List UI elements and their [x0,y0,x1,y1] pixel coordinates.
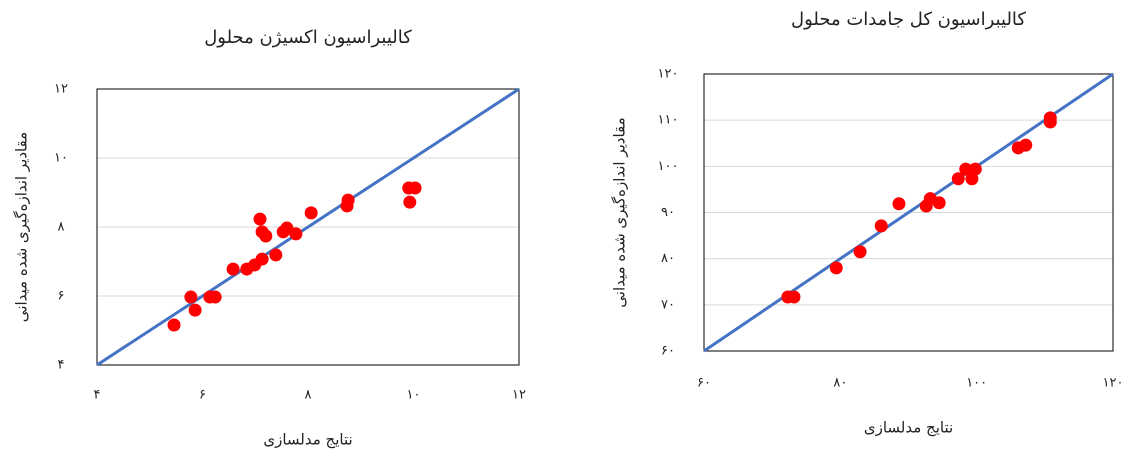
point [208,290,222,304]
y-axis-label: مقادیر اندازه‌گیری شده میدانی [611,117,629,307]
y-tick-label: ۷۰ [661,297,675,312]
x-axis-label: نتایج مدلسازی [263,431,352,449]
x-tick-label: ۱۲ [512,388,526,403]
point [951,172,965,186]
point [167,318,181,332]
point [253,212,267,226]
reference-line [96,87,520,367]
point [184,290,198,304]
y-tick-label: ۶۰ [661,344,675,359]
point [959,162,973,176]
x-tick-label: ۶۰ [697,376,711,391]
x-tick-label: ۴ [94,388,101,403]
y-tick-label: ۱۲ [54,82,68,97]
chart-title: کالیبراسیون کل جامدات محلول [791,9,1026,30]
y-tick-label: ۱۰ [54,151,68,166]
point [341,193,355,207]
point [1019,138,1033,152]
x-tick-label: ۱۰ [407,388,421,403]
x-tick-label: ۶ [199,388,206,403]
point [787,290,801,304]
x-tick-label: ۸ [305,388,312,403]
point [829,261,843,275]
point [188,303,202,317]
y-tick-label: ۹۰ [661,205,675,220]
y-tick-label: ۶ [58,289,65,304]
point [226,262,240,276]
chart: کالیبراسیون کل جامدات محلول ۶۰ ۷۰ ۸۰ ۹۰ ۱۰۰ ۱۱… [611,9,1124,437]
y-tick-label: ۱۲۰ [658,67,679,82]
point [259,229,273,243]
chart-title: کالیبراسیون اکسیژن محلول [204,27,412,48]
y-axis-label: مقادیر اندازه‌گیری شده میدانی [13,132,31,322]
y-tick-label: ۱۱۰ [658,113,679,128]
point [289,227,303,241]
x-tick-label: ۸۰ [833,376,847,391]
point [255,252,269,266]
plot-frame [703,73,1114,352]
x-axis-label: نتایج مدلسازی [864,419,953,437]
point [403,195,417,209]
point [408,181,422,195]
point [269,248,283,262]
point [968,162,982,176]
y-tick-label: ۴ [58,358,65,373]
point [874,219,888,233]
point [892,197,906,211]
point [1043,115,1057,129]
plot-frame [96,88,520,366]
y-tick-label: ۸۰ [661,251,675,266]
point [853,245,867,259]
x-tick-label: ۱۰۰ [966,376,987,391]
x-tick-label: ۱۲۰ [1103,376,1124,391]
y-tick-label: ۸ [58,220,65,235]
chart: کالیبراسیون اکسیژن محلول ۴ ۶ ۸ ۱۰ ۱۲ ۴ ۶ ۸ ۱۰ ۱۲ نت… [13,27,526,449]
point [304,206,318,220]
y-tick-label: ۱۰۰ [658,159,679,174]
point [932,196,946,210]
